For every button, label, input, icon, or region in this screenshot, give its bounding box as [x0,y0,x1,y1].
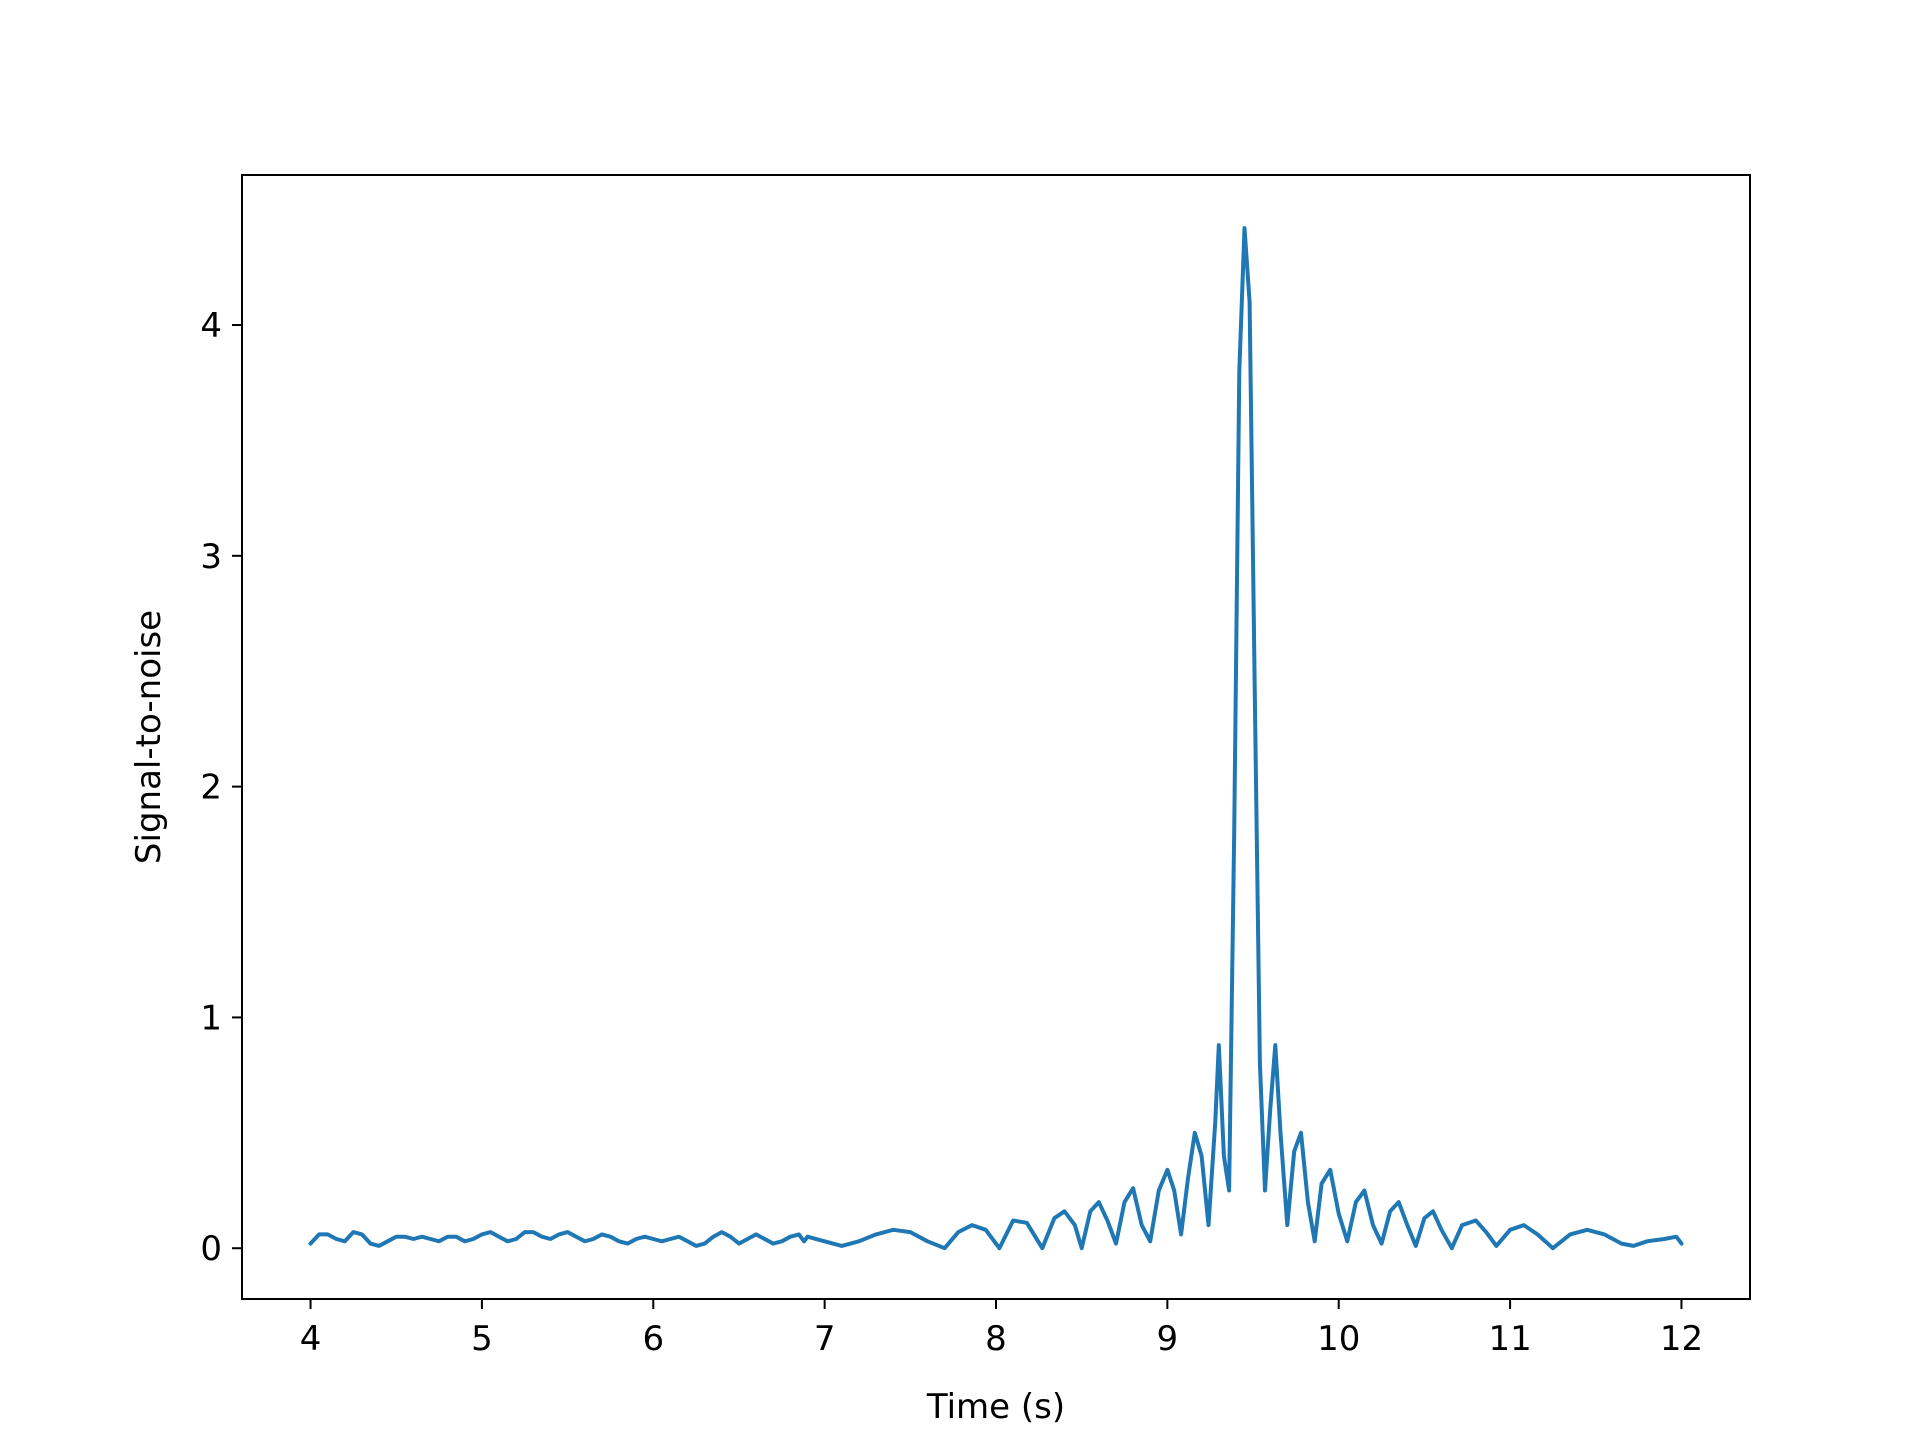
y-axis-title: Signal-to-noise [129,610,169,864]
x-tick-label: 7 [814,1319,836,1359]
y-axis: 0 1 2 3 4 [200,306,242,1269]
y-tick-label: 4 [200,306,222,346]
x-tick-label: 5 [471,1319,493,1359]
x-tick-label: 10 [1317,1319,1360,1359]
x-tick-label: 6 [642,1319,664,1359]
x-tick-label: 4 [300,1319,322,1359]
x-tick-label: 11 [1488,1319,1531,1359]
series-line [308,226,1684,1251]
y-tick-label: 0 [200,1229,222,1269]
y-tick-label: 1 [200,998,222,1038]
y-tick-label: 2 [200,768,222,808]
series-layer [308,226,1684,1251]
x-tick-label: 12 [1660,1319,1703,1359]
x-axis-title: Time (s) [926,1387,1065,1427]
x-axis: 4 5 6 7 8 9 10 11 12 [300,1299,1703,1359]
y-tick-label: 3 [200,537,222,577]
x-tick-label: 9 [1157,1319,1179,1359]
x-tick-label: 8 [985,1319,1007,1359]
